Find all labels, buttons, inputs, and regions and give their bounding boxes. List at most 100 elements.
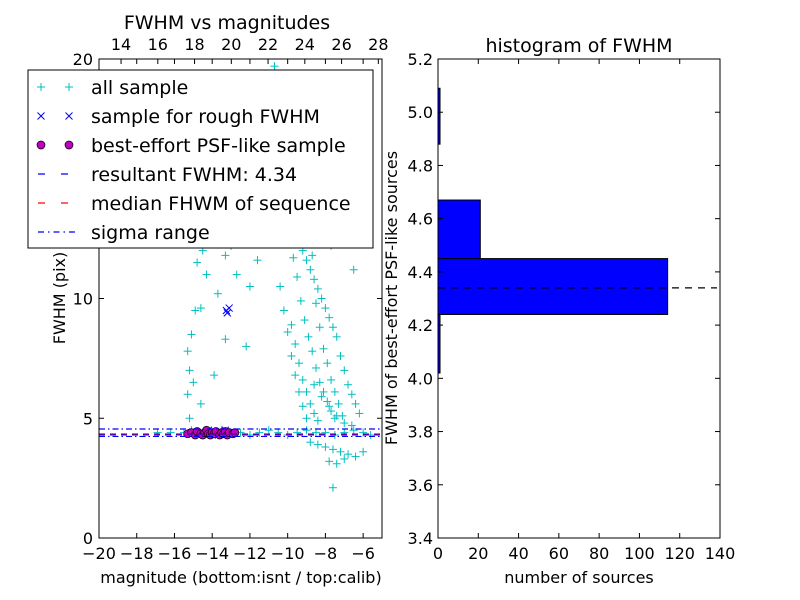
y-tick-label: 20 bbox=[73, 50, 93, 69]
legend-label: best-effort PSF-like sample bbox=[91, 135, 346, 157]
series-0-point-41 bbox=[253, 256, 262, 265]
series-0-point-136 bbox=[321, 442, 330, 451]
series-0-point-130 bbox=[325, 402, 334, 411]
hist-x-tick-label: 80 bbox=[589, 544, 609, 563]
series-0-point-25 bbox=[185, 366, 194, 375]
hist-y-tick-label: 5.0 bbox=[408, 103, 433, 122]
top-x-tick-label: 16 bbox=[148, 35, 168, 54]
hist-y-tick-label: 4.2 bbox=[408, 316, 433, 335]
top-x-tick-label: 22 bbox=[258, 35, 278, 54]
series-0-point-35 bbox=[213, 289, 222, 298]
x-tick-label: −8 bbox=[314, 544, 338, 563]
series-0-point-98 bbox=[319, 387, 328, 396]
series-0-point-93 bbox=[300, 316, 309, 325]
hist-y-tick-label: 4.0 bbox=[408, 369, 433, 388]
series-0-point-112 bbox=[283, 328, 292, 337]
series-0-point-119 bbox=[308, 251, 317, 260]
hist-x-tick-label: 60 bbox=[549, 544, 569, 563]
histogram-title: histogram of FWHM bbox=[485, 35, 672, 57]
hist-y-tick-label: 4.6 bbox=[408, 210, 433, 229]
hist-x-tick-label: 40 bbox=[508, 544, 528, 563]
series-0-point-139 bbox=[344, 450, 353, 459]
series-0-point-75 bbox=[310, 275, 319, 284]
hist-x-tick-label: 20 bbox=[468, 544, 488, 563]
series-0-point-46 bbox=[242, 342, 251, 351]
series-0-point-15 bbox=[302, 426, 311, 435]
series-0-point-97 bbox=[315, 378, 324, 387]
histogram-bar-2 bbox=[437, 199, 481, 260]
histogram-bar-1 bbox=[437, 258, 669, 315]
series-0-point-38 bbox=[232, 270, 241, 279]
series-0-point-16 bbox=[311, 428, 320, 437]
series-0-point-107 bbox=[306, 399, 315, 408]
series-0-point-92 bbox=[296, 296, 305, 305]
histogram-ticks: 0 20 40 60 80 100 120 140 3.4 3.6 3.8 4.0 4.2 4.4 4.6 4… bbox=[408, 50, 736, 563]
series-1-point-12 bbox=[222, 306, 231, 315]
top-x-tick-label: 14 bbox=[111, 35, 131, 54]
series-0-point-142 bbox=[325, 457, 334, 466]
series-0-point-138 bbox=[336, 447, 345, 456]
series-0-point-105 bbox=[298, 375, 307, 384]
series-0-point-116 bbox=[298, 402, 307, 411]
y-tick-label: 10 bbox=[73, 290, 93, 309]
series-0-point-125 bbox=[330, 387, 339, 396]
legend-marker bbox=[65, 83, 73, 91]
series-0-point-134 bbox=[306, 438, 315, 447]
series-0-point-145 bbox=[328, 483, 337, 492]
top-x-tick-label: 24 bbox=[295, 35, 315, 54]
series-0-point-102 bbox=[287, 320, 296, 329]
y-tick-label: 0 bbox=[83, 529, 93, 548]
series-0-point-100 bbox=[327, 407, 336, 416]
series-0-point-77 bbox=[317, 294, 326, 303]
series-0-point-91 bbox=[293, 272, 302, 281]
legend-item: median FHWM of sequence bbox=[38, 193, 351, 215]
legend-item: sample for rough FWHM bbox=[37, 106, 320, 128]
series-0-point-140 bbox=[351, 452, 360, 461]
legend-label: sample for rough FWHM bbox=[91, 106, 320, 128]
series-0-point-84 bbox=[344, 380, 353, 389]
x-tick-label: −16 bbox=[158, 544, 192, 563]
series-0-point-28 bbox=[189, 378, 198, 387]
legend-item: all sample bbox=[37, 77, 188, 99]
series-0-point-120 bbox=[311, 299, 320, 308]
series-0-point-137 bbox=[328, 445, 337, 454]
top-x-tick-label: 28 bbox=[368, 35, 388, 54]
series-0-point-111 bbox=[279, 306, 288, 315]
series-0-point-110 bbox=[276, 282, 285, 291]
hist-x-tick-label: 120 bbox=[664, 544, 695, 563]
series-0-point-117 bbox=[302, 414, 311, 423]
hist-x-tick-label: 0 bbox=[433, 544, 443, 563]
legend-item: best-effort PSF-like sample bbox=[36, 135, 346, 157]
top-x-tick-label: 20 bbox=[221, 35, 241, 54]
series-1-point-10 bbox=[223, 309, 232, 317]
hist-y-tick-label: 3.6 bbox=[408, 476, 433, 495]
x-tick-label: −18 bbox=[120, 544, 154, 563]
series-0-point-78 bbox=[321, 304, 330, 313]
series-0-point-132 bbox=[340, 419, 349, 428]
x-tick-label: −10 bbox=[271, 544, 305, 563]
series-0-point-10 bbox=[255, 428, 264, 437]
series-0-point-73 bbox=[302, 256, 311, 265]
series-0-point-24 bbox=[183, 390, 192, 399]
series-0-point-33 bbox=[202, 270, 211, 279]
series-0-point-64 bbox=[349, 265, 358, 274]
hist-y-tick-label: 3.4 bbox=[408, 529, 433, 548]
series-0-point-26 bbox=[183, 347, 192, 356]
series-0-point-99 bbox=[323, 397, 332, 406]
series-0-point-108 bbox=[310, 409, 319, 418]
series-0-point-143 bbox=[332, 459, 341, 468]
x-tick-label: −14 bbox=[195, 544, 229, 563]
histogram-panel: histogram of FWHM 0 20 40 60 80 100 120 140 3.4 3… bbox=[382, 35, 735, 587]
series-0-point-81 bbox=[332, 332, 341, 341]
top-x-tick-label: 26 bbox=[331, 35, 351, 54]
top-x-tick-label: 18 bbox=[184, 35, 204, 54]
legend: all sample sample for rough FWHM best-effo… bbox=[27, 69, 374, 249]
series-0-point-124 bbox=[327, 375, 336, 384]
x-tick-label: −6 bbox=[351, 544, 375, 563]
series-0-point-31 bbox=[193, 258, 202, 267]
series-0-point-80 bbox=[328, 323, 337, 332]
series-0-point-114 bbox=[291, 371, 300, 380]
series-0-point-36 bbox=[221, 251, 230, 260]
series-0-point-96 bbox=[311, 363, 320, 372]
series-0-point-40 bbox=[245, 282, 254, 291]
